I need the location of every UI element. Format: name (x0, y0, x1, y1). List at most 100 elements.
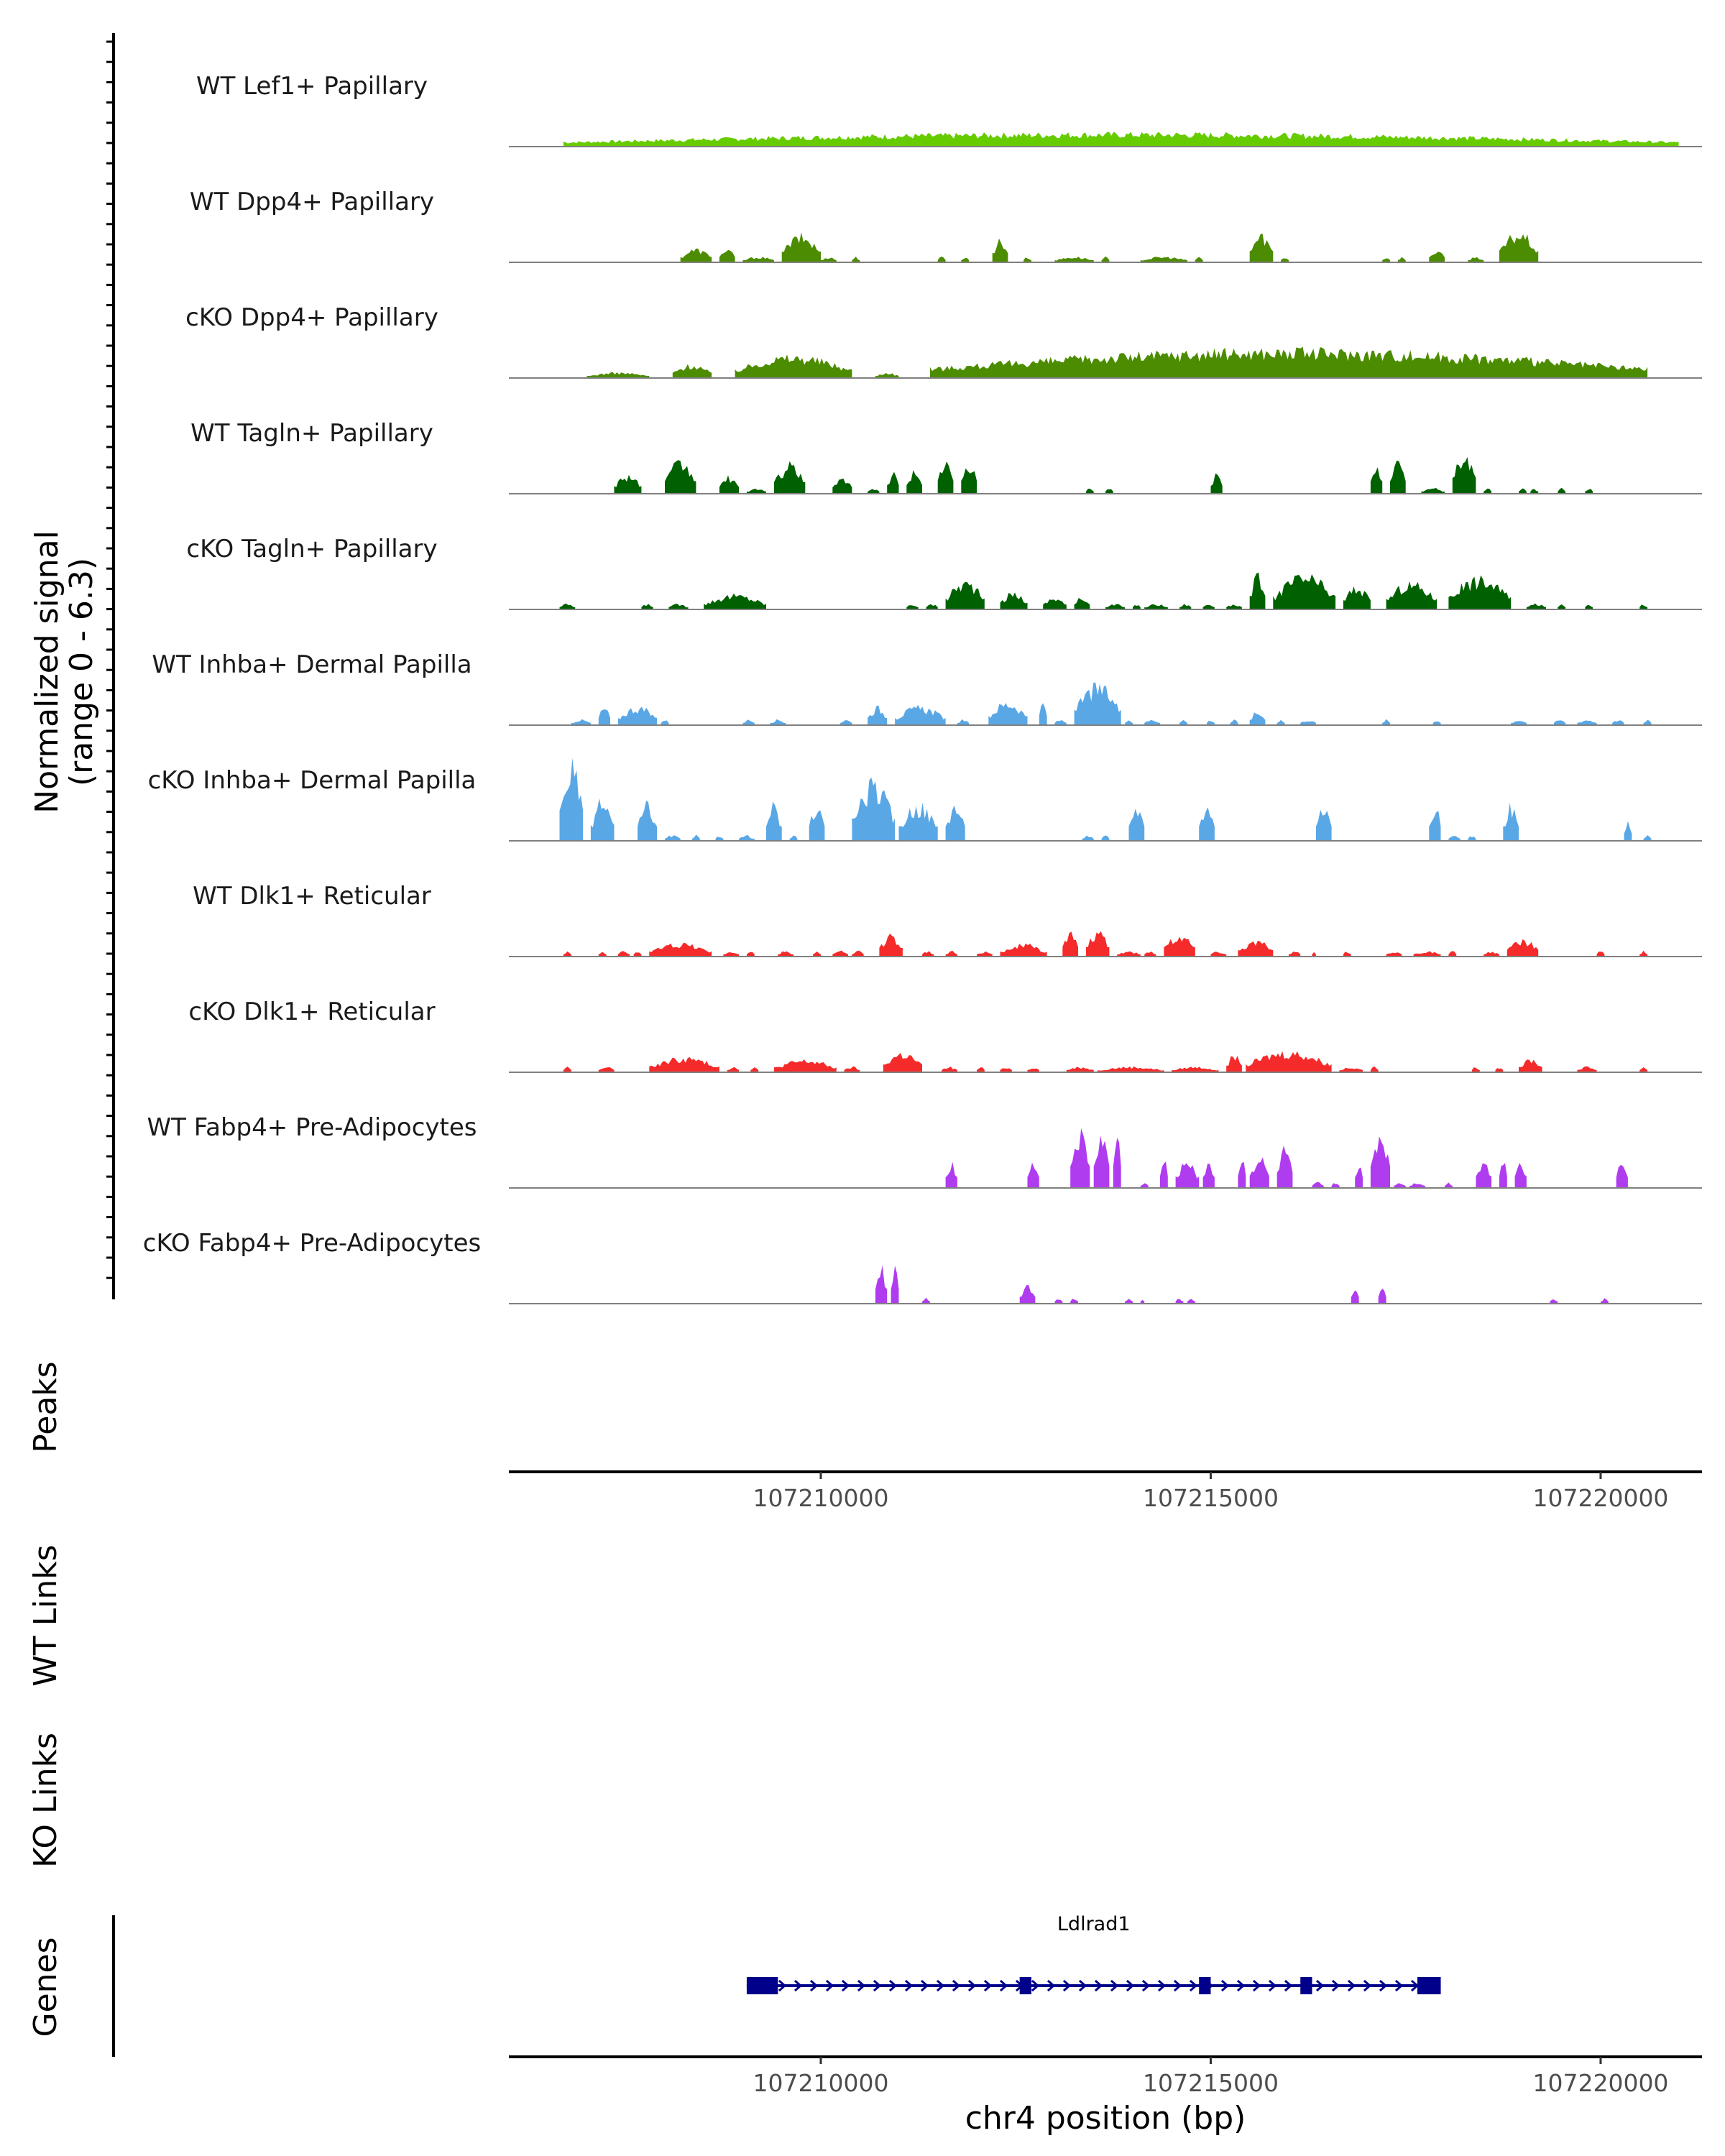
gene-exon (1417, 1977, 1441, 1994)
genes-panel-label: Genes (27, 1937, 64, 2037)
coverage-region (649, 1056, 719, 1072)
coverage-region (1312, 952, 1316, 957)
coverage-region (680, 248, 712, 262)
coverage-region (559, 757, 584, 841)
coverage-region (1409, 1183, 1425, 1188)
coverage-region (1230, 719, 1238, 725)
coverage-region (665, 835, 681, 841)
x-tick-label: 107220000 (1532, 1484, 1668, 1512)
coverage-region (715, 837, 724, 841)
x-tick-label: 107210000 (753, 2069, 889, 2097)
coverage-region (1601, 1298, 1609, 1304)
coverage-region (1616, 1164, 1628, 1188)
coverage-region (961, 257, 970, 262)
track-3: WT Tagln+ Papillary (190, 419, 1702, 494)
coverage-region (1624, 821, 1632, 841)
coverage-region (1370, 1136, 1390, 1188)
coverage-region (1238, 1161, 1246, 1188)
coverage-region (1226, 604, 1242, 609)
coverage-region (1113, 1138, 1121, 1188)
coverage-region (1207, 720, 1215, 725)
coverage-region (1172, 1067, 1219, 1072)
strand-arrow (1078, 1979, 1087, 1992)
coverage-region (961, 468, 977, 494)
strand-arrow (904, 1979, 914, 1992)
coverage-region (727, 1067, 740, 1072)
coverage-region (1195, 257, 1203, 262)
strand-arrow (1394, 1979, 1404, 1992)
strand-arrow (1157, 1979, 1167, 1992)
coverage-tracks: WT Lef1+ Papillary WT Dpp4+ Papillary cKO … (143, 72, 1702, 1304)
gene-0: Ldlrad1 (746, 1913, 1441, 1994)
coverage-region (1062, 931, 1078, 957)
coverage-region (1043, 599, 1067, 609)
coverage-region (1000, 943, 1047, 957)
track-label: WT Tagln+ Papillary (190, 419, 433, 448)
gene-exon (1300, 1977, 1312, 1994)
coverage-region (942, 1067, 957, 1072)
strand-arrow (1110, 1979, 1119, 1992)
coverage-region (1125, 720, 1133, 725)
coverage-region (742, 719, 755, 725)
coverage-region (809, 810, 825, 841)
coverage-region (1202, 604, 1215, 609)
signal-axis-title: Normalized signal (29, 530, 65, 814)
coverage-region (1448, 836, 1460, 841)
coverage-region (1514, 1163, 1527, 1188)
coverage-region (1511, 721, 1527, 725)
ko-links-panel-label: KO Links (27, 1733, 64, 1868)
coverage-region (1386, 581, 1438, 609)
strand-arrow (1141, 1979, 1151, 1992)
coverage-region (559, 603, 576, 609)
coverage-region (852, 257, 860, 262)
coverage-region (1351, 1290, 1359, 1304)
coverage-region (1027, 1068, 1039, 1072)
track-label: WT Fabp4+ Pre-Adipocytes (147, 1113, 477, 1142)
strand-arrow (1189, 1979, 1198, 1992)
coverage-region (1276, 719, 1285, 725)
track-label: WT Dpp4+ Papillary (190, 188, 434, 216)
strand-arrow (778, 1979, 787, 1992)
coverage-region (590, 798, 615, 841)
coverage-region (1066, 1067, 1094, 1072)
coverage-region (1390, 460, 1406, 494)
strand-arrow (1268, 1979, 1277, 1992)
coverage-region (832, 950, 848, 957)
coverage-region (1199, 807, 1215, 841)
coverage-region (1550, 1299, 1558, 1304)
coverage-region (661, 720, 669, 725)
strand-arrow (1046, 1979, 1056, 1992)
coverage-region (1249, 1157, 1269, 1188)
coverage-region (1128, 808, 1145, 841)
coverage-region (977, 1067, 985, 1072)
coverage-region (1558, 487, 1566, 494)
coverage-region (1612, 720, 1624, 725)
coverage-region (1024, 257, 1031, 262)
coverage-region (1639, 604, 1648, 609)
coverage-region (937, 461, 954, 494)
coverage-region (1117, 951, 1141, 957)
coverage-region (719, 475, 740, 494)
track-9: WT Fabp4+ Pre-Adipocytes (147, 1113, 1702, 1189)
strand-arrow (1284, 1979, 1293, 1992)
x-tick-label: 107220000 (1532, 2069, 1668, 2097)
strand-arrow (1126, 1979, 1135, 1992)
coverage-region (1175, 1299, 1184, 1304)
coverage-region (1530, 489, 1539, 494)
coverage-region (898, 802, 938, 841)
coverage-region (704, 593, 766, 609)
coverage-region (1249, 233, 1274, 262)
strand-arrow (857, 1979, 866, 1992)
coverage-region (868, 489, 880, 494)
coverage-region (719, 249, 735, 262)
coverage-region (945, 1161, 957, 1188)
signal-axis-ticks (106, 40, 114, 1279)
coverage-region (1101, 256, 1110, 262)
coverage-region (929, 346, 1648, 378)
coverage-region (1101, 835, 1110, 841)
coverage-region (1448, 575, 1512, 609)
track-label: cKO Tagln+ Papillary (186, 535, 437, 563)
strand-arrow (809, 1979, 819, 1992)
coverage-region (1019, 1285, 1036, 1304)
